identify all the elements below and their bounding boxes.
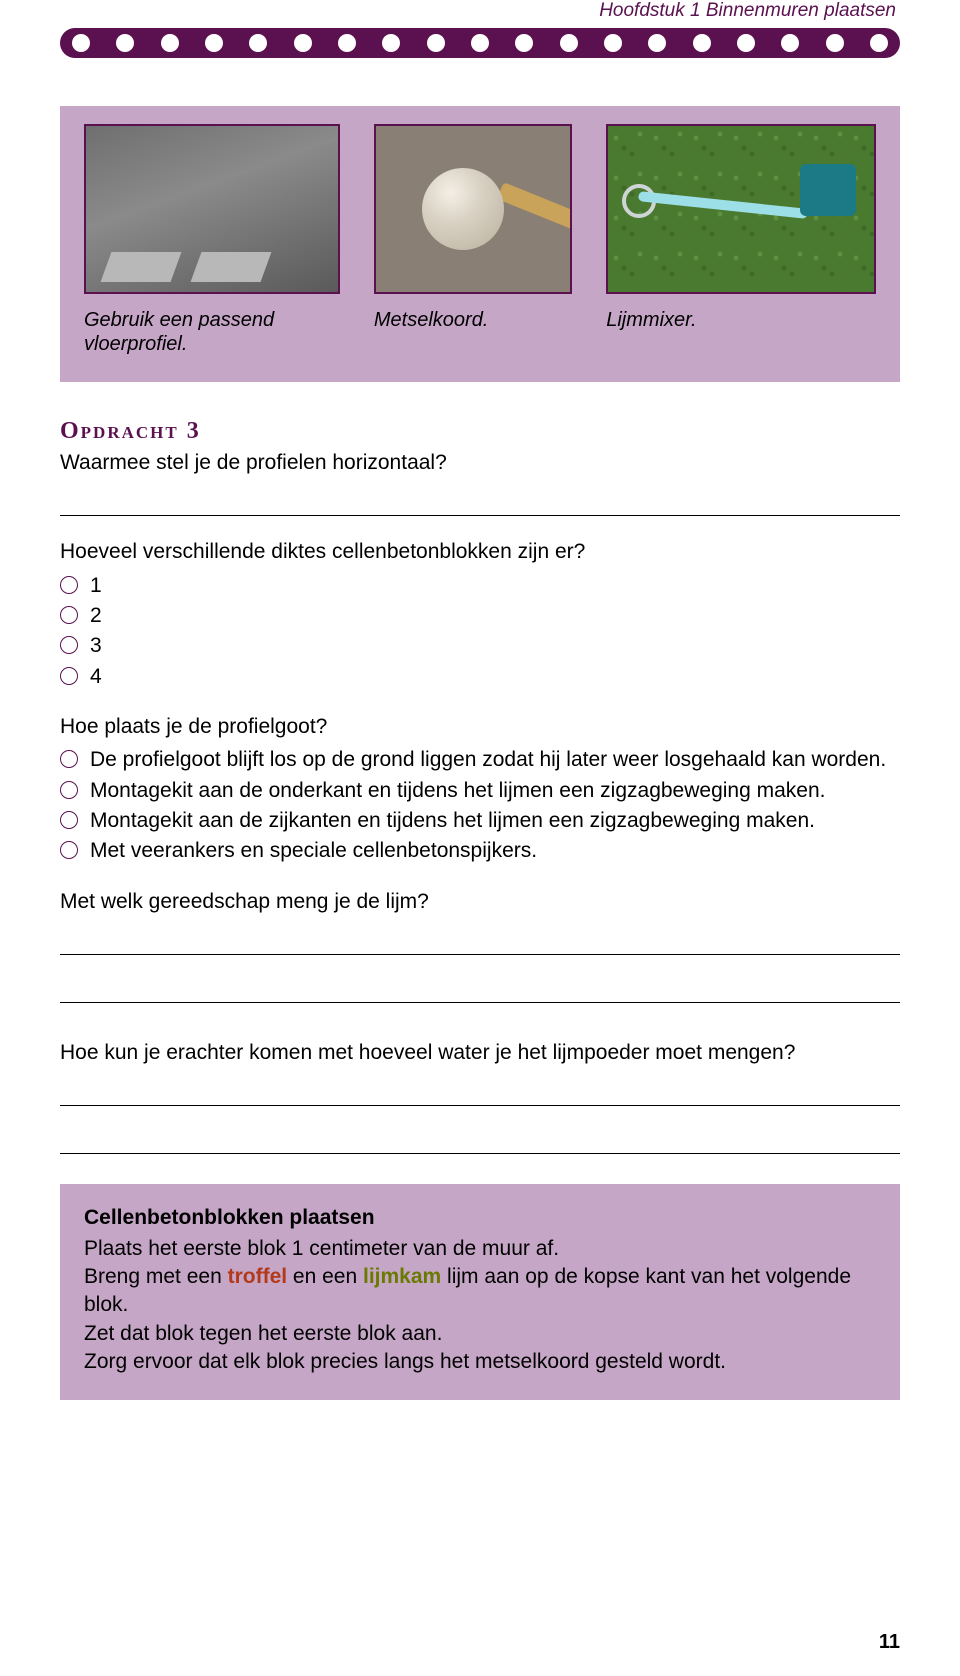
tool-image-vloerprofiel (84, 124, 340, 294)
option-item[interactable]: 4 (60, 663, 900, 691)
header-dot (781, 34, 799, 52)
tools-panel: Gebruik een passend vloerprofiel. Metsel… (60, 106, 900, 382)
header-dot-bar (60, 28, 900, 58)
option-label: Montagekit aan de zijkanten en tijdens h… (90, 807, 815, 835)
radio-icon (60, 811, 78, 829)
header-dot (72, 34, 90, 52)
radio-icon (60, 750, 78, 768)
answer-line[interactable] (60, 969, 900, 1003)
header-dot (693, 34, 711, 52)
option-label: 1 (90, 572, 102, 600)
keyword-troffel: troffel (228, 1265, 288, 1288)
header-dot (471, 34, 489, 52)
radio-icon (60, 841, 78, 859)
question-text: Waarmee stel je de profielen horizontaal… (60, 449, 900, 476)
header-dot (560, 34, 578, 52)
info-line: Zet dat blok tegen het eerste blok aan. (84, 1320, 876, 1348)
header-dot (870, 34, 888, 52)
tool-image-metselkoord (374, 124, 572, 294)
option-label: De profielgoot blijft los op de grond li… (90, 746, 886, 774)
header-dot (382, 34, 400, 52)
header-dot (294, 34, 312, 52)
question-text: Met welk gereedschap meng je de lijm? (60, 888, 900, 915)
info-panel-title: Cellenbetonblokken plaatsen (84, 1204, 876, 1232)
tool-caption: Gebruik een passend vloerprofiel. (84, 308, 340, 356)
question-text: Hoe kun je erachter komen met hoeveel wa… (60, 1039, 900, 1066)
option-item[interactable]: Montagekit aan de zijkanten en tijdens h… (60, 807, 900, 835)
radio-icon (60, 576, 78, 594)
option-label: Montagekit aan de onderkant en tijdens h… (90, 777, 825, 805)
answer-line[interactable] (60, 1120, 900, 1154)
option-label: 2 (90, 602, 102, 630)
page-number: 11 (879, 1631, 900, 1654)
header-dot (116, 34, 134, 52)
radio-icon (60, 636, 78, 654)
tool-caption: Lijmmixer. (606, 308, 876, 356)
info-line: Plaats het eerste blok 1 centimeter van … (84, 1235, 876, 1263)
radio-icon (60, 606, 78, 624)
option-item[interactable]: Montagekit aan de onderkant en tijdens h… (60, 777, 900, 805)
option-list: 1 2 3 4 (60, 572, 900, 691)
header-dot (648, 34, 666, 52)
option-label: Met veerankers en speciale cellenbetonsp… (90, 837, 537, 865)
tool-caption: Metselkoord. (374, 308, 572, 356)
assignment-title: Opdracht 3 (60, 418, 900, 445)
chapter-header: Hoofdstuk 1 Binnenmuren plaatsen (60, 0, 900, 22)
header-dot (737, 34, 755, 52)
header-dot (161, 34, 179, 52)
option-item[interactable]: 2 (60, 602, 900, 630)
option-label: 3 (90, 632, 102, 660)
option-item[interactable]: 1 (60, 572, 900, 600)
info-panel: Cellenbetonblokken plaatsen Plaats het e… (60, 1184, 900, 1400)
radio-icon (60, 781, 78, 799)
option-list: De profielgoot blijft los op de grond li… (60, 746, 900, 865)
header-dot (427, 34, 445, 52)
question-text: Hoe plaats je de profielgoot? (60, 713, 900, 740)
header-dot (338, 34, 356, 52)
answer-line[interactable] (60, 1072, 900, 1106)
option-item[interactable]: De profielgoot blijft los op de grond li… (60, 746, 900, 774)
header-dot (826, 34, 844, 52)
header-dot (604, 34, 622, 52)
radio-icon (60, 667, 78, 685)
option-item[interactable]: Met veerankers en speciale cellenbetonsp… (60, 837, 900, 865)
keyword-lijmkam: lijmkam (363, 1265, 441, 1288)
header-dot (515, 34, 533, 52)
info-line: Zorg ervoor dat elk blok precies langs h… (84, 1348, 876, 1376)
info-line: Breng met een troffel en een lijmkam lij… (84, 1263, 876, 1320)
answer-line[interactable] (60, 482, 900, 516)
tool-image-lijmmixer (606, 124, 876, 294)
header-dot (205, 34, 223, 52)
option-item[interactable]: 3 (60, 632, 900, 660)
option-label: 4 (90, 663, 102, 691)
answer-line[interactable] (60, 921, 900, 955)
header-dot (249, 34, 267, 52)
question-text: Hoeveel verschillende diktes cellenbeton… (60, 538, 900, 565)
